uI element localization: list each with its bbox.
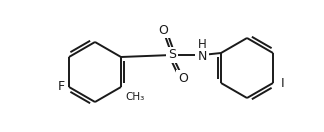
Text: O: O — [178, 72, 188, 84]
Text: H: H — [198, 39, 206, 51]
Text: I: I — [281, 77, 285, 89]
Text: O: O — [158, 23, 168, 37]
Text: CH₃: CH₃ — [125, 92, 144, 102]
Text: S: S — [168, 48, 176, 62]
Text: N: N — [197, 51, 207, 63]
Text: F: F — [57, 81, 64, 93]
